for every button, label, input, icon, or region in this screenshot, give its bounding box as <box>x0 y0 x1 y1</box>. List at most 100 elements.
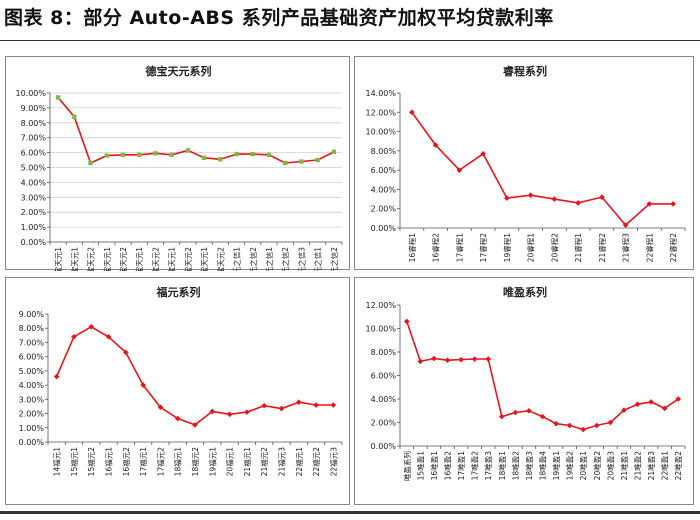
y-tick-label: 2.00% <box>371 419 397 428</box>
data-point <box>621 407 627 413</box>
data-point <box>551 196 558 202</box>
bottom-rule <box>0 511 700 514</box>
series-line <box>406 321 679 431</box>
data-point <box>244 409 250 415</box>
y-tick-label: 4.00% <box>371 395 397 404</box>
x-tick-label: 22睿程1 <box>645 233 654 263</box>
x-tick-label: 19德宝天元1 <box>199 247 209 271</box>
data-point <box>566 422 573 429</box>
y-tick-label: 10.00% <box>15 89 46 98</box>
data-point <box>120 152 126 158</box>
y-tick-label: 10.00% <box>365 325 396 334</box>
data-point <box>593 422 600 429</box>
data-point <box>417 358 424 365</box>
chart-title: 睿程系列 <box>503 64 547 78</box>
data-point <box>409 109 415 116</box>
chart-panel-ruicheng: 睿程系列 0.00% 2.00% 4.00% 6.00% 8.00% 10.00% 12.00… <box>354 56 694 270</box>
chart-panel-weiying: 唯盈系列 0.00% 2.00% 4.00% 6.00% 8.00% 10.00% 12.00… <box>354 277 694 505</box>
data-point <box>444 357 451 364</box>
data-point <box>575 200 581 206</box>
data-point <box>504 195 510 201</box>
data-point <box>283 160 288 166</box>
data-point <box>153 151 158 156</box>
data-point <box>480 150 486 157</box>
x-tick-label: 21唯盈1 <box>619 451 629 481</box>
y-tick-label: 3.00% <box>21 193 47 202</box>
chart-ruicheng-svg: 睿程系列 0.00% 2.00% 4.00% 6.00% 8.00% 10.00% 12.00… <box>365 64 686 263</box>
data-point <box>313 402 319 408</box>
data-point <box>580 426 587 433</box>
x-tick-label: 15德宝天元1 <box>69 247 79 271</box>
chart-title: 德宝天元系列 <box>145 64 212 78</box>
title-rule <box>0 40 700 41</box>
x-tick-label: 16福元1 <box>105 447 114 477</box>
series-line <box>55 325 334 426</box>
x-tick-label: 18德宝天元2 <box>183 247 193 271</box>
series-line <box>411 111 674 226</box>
x-tick-label: 18福元2 <box>191 447 200 477</box>
data-point <box>105 333 112 340</box>
data-point <box>169 152 174 158</box>
y-tick-label: 1.00% <box>21 223 47 232</box>
data-point <box>250 151 255 157</box>
data-point <box>295 399 302 405</box>
x-tick-label: 17唯盈3 <box>483 451 493 481</box>
y-tick-label: 6.00% <box>19 353 45 362</box>
data-point <box>201 155 207 161</box>
x-tick-label: 唯盈系列 <box>402 451 412 481</box>
data-point <box>137 152 142 158</box>
x-tick-label: 14福元1 <box>53 447 62 477</box>
x-tick-label: 16唯盈1 <box>429 451 439 481</box>
data-point <box>185 148 191 153</box>
y-tick-label: 4.00% <box>371 185 397 194</box>
x-tick-label: 21福元2 <box>260 447 269 477</box>
x-tick-label: 18唯盈2 <box>510 451 520 481</box>
x-tick-label: 22福元1 <box>295 447 304 477</box>
chart-fuyuan-svg: 福元系列 0.00% 1.00% 2.00% 3.00% 4.00% 5.00% 6.00% 7… <box>19 285 343 477</box>
x-tick-label: 15福元1 <box>70 447 79 477</box>
data-point <box>53 373 60 380</box>
x-tick-label: 18唯盈4 <box>538 451 548 481</box>
data-point <box>88 160 93 166</box>
x-tick-label: 20德宝天元之信1 <box>232 247 242 271</box>
x-tick-label: 16睿程2 <box>432 233 441 263</box>
x-tick-label: 20睿程2 <box>550 233 559 263</box>
data-point <box>471 356 478 362</box>
y-tick-label: 4.00% <box>19 381 45 390</box>
x-tick-label: 14德宝天元1 <box>53 247 63 271</box>
y-tick-label: 2.00% <box>19 410 45 419</box>
x-tick-label: 22唯盈2 <box>673 451 683 481</box>
x-tick-label: 20德宝天元之信2 <box>248 247 258 271</box>
y-tick-label: 5.00% <box>19 367 45 376</box>
data-point <box>512 409 519 416</box>
data-point <box>553 420 559 427</box>
y-tick-label: 0.00% <box>19 438 45 447</box>
x-tick-label: 17睿程1 <box>455 233 464 263</box>
x-tick-label: 18唯盈1 <box>497 451 507 481</box>
chart-weiying-svg: 唯盈系列 0.00% 2.00% 4.00% 6.00% 8.00% 10.00% 12.00… <box>365 285 686 481</box>
data-point <box>218 157 223 162</box>
y-tick-label: 9.00% <box>19 310 45 319</box>
x-tick-label: 16福元2 <box>122 447 131 477</box>
x-tick-label: 17福元1 <box>139 447 148 477</box>
y-tick-label: 8.00% <box>19 324 45 333</box>
chart-title: 唯盈系列 <box>503 285 547 299</box>
x-tick-label: 20福元1 <box>226 447 235 477</box>
series-line <box>57 96 335 164</box>
x-tick-label: 16睿程1 <box>408 233 417 263</box>
x-tick-label: 17德宝天元1 <box>134 247 144 271</box>
chart-panel-fuyuan: 福元系列 0.00% 1.00% 2.00% 3.00% 4.00% 5.00% 6.00% 7… <box>5 277 350 505</box>
x-tick-label: 19睿程1 <box>503 233 512 263</box>
y-tick-label: 0.00% <box>371 442 397 451</box>
y-tick-label: 9.00% <box>21 104 47 113</box>
y-tick-label: 2.00% <box>371 205 397 214</box>
data-point <box>634 401 641 408</box>
data-point <box>330 402 337 408</box>
data-point <box>315 157 320 163</box>
x-tick-label: 21睿程1 <box>574 233 583 263</box>
x-tick-label: 21福元3 <box>277 447 286 477</box>
y-tick-label: 8.00% <box>371 348 397 357</box>
data-point <box>104 153 109 158</box>
x-tick-label: 22德宝天元之信2 <box>329 247 339 271</box>
x-tick-label: 16德宝天元2 <box>118 247 128 271</box>
